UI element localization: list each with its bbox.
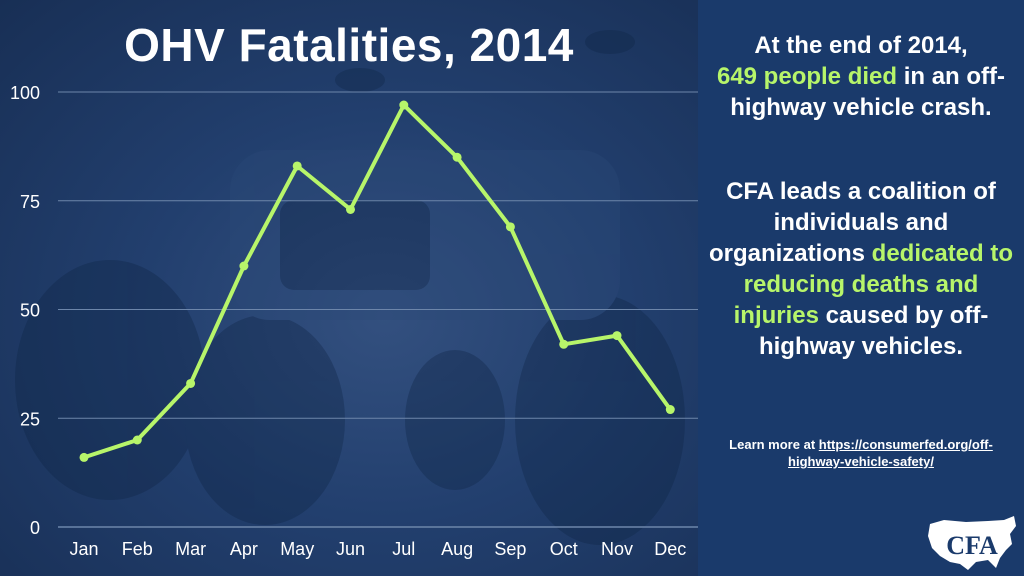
data-point (505, 222, 515, 232)
info-panel: At the end of 2014, 649 people died in a… (698, 0, 1024, 576)
learn-more-link[interactable]: https://consumerfed.org/off-highway-vehi… (788, 437, 993, 469)
y-tick-label: 25 (20, 409, 40, 429)
chart-panel: 0 25 50 75 100 Jan Feb Mar Apr May Jun Jul Aug Sep Oc… (0, 0, 698, 576)
y-tick-label: 50 (20, 301, 40, 321)
data-point (399, 100, 409, 110)
statement-rest: in an off-highway vehicle crash. (730, 63, 1006, 121)
x-tick-label: Nov (601, 539, 633, 559)
data-point (612, 331, 622, 341)
data-point (665, 405, 675, 415)
data-point (346, 204, 355, 214)
data-point (79, 452, 89, 462)
fatality-statement: At the end of 2014, 649 people died in a… (698, 30, 1024, 123)
x-tick-label: Feb (122, 539, 153, 559)
fatality-count-highlight: 649 people died (716, 63, 898, 90)
chart-title: OHV Fatalities, 2014 (124, 19, 574, 71)
data-point (239, 261, 249, 271)
x-tick-label: Jan (69, 539, 98, 559)
x-tick-label: Jul (392, 539, 415, 559)
data-point (559, 339, 569, 349)
statement-intro: At the end of 2014, (754, 32, 968, 59)
x-tick-label: May (280, 539, 314, 559)
coalition-rest: caused by off-highway vehicles. (758, 302, 989, 360)
data-point (292, 161, 302, 171)
cfa-logo: CFA (928, 516, 1016, 570)
y-tick-label: 100 (10, 83, 40, 103)
line-chart: 0 25 50 75 100 Jan Feb Mar Apr May Jun Jul Aug Sep Oc… (10, 30, 698, 559)
learn-more: Learn more at https://consumerfed.org/of… (708, 436, 1014, 470)
data-point (452, 152, 462, 162)
coalition-highlight: dedicated to reducing deaths and injurie… (733, 240, 1014, 329)
x-tick-label: Sep (494, 539, 526, 559)
series-line (82, 103, 673, 460)
atv-background-image (15, 30, 685, 545)
x-tick-label: Mar (175, 539, 206, 559)
x-tick-label: Jun (336, 539, 365, 559)
x-tick-label: Apr (230, 539, 258, 559)
coalition-intro: CFA leads a coalition of individuals and… (708, 178, 996, 267)
y-tick-label: 75 (20, 192, 40, 212)
us-map-logo-icon (928, 516, 1016, 570)
coalition-statement: CFA leads a coalition of individuals and… (698, 176, 1024, 362)
x-tick-label: Oct (550, 539, 578, 559)
data-point (186, 378, 196, 388)
y-tick-label: 0 (30, 518, 40, 538)
data-point (132, 435, 142, 445)
x-tick-label: Aug (441, 539, 473, 559)
x-tick-label: Dec (654, 539, 686, 559)
logo-text: CFA (946, 531, 998, 560)
learn-more-prefix: Learn more at (729, 437, 819, 452)
